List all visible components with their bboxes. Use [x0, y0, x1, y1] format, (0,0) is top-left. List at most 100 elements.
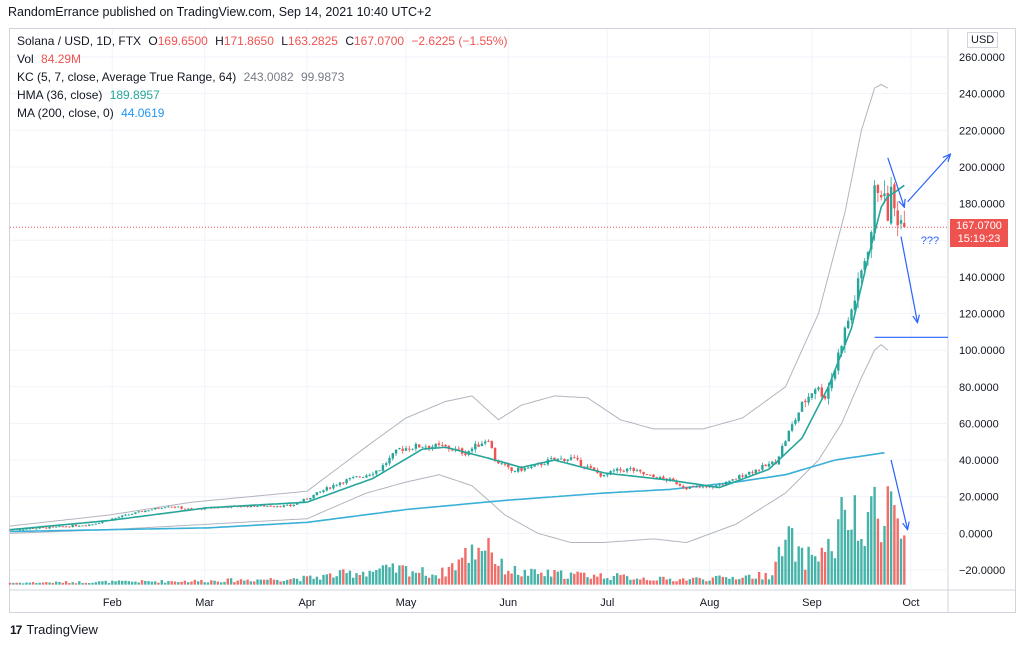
volume-bar — [71, 582, 74, 585]
candle-body — [464, 453, 467, 456]
kc-upper-band — [9, 83, 889, 527]
volume-bar — [497, 565, 500, 585]
tradingview-logo: 17 — [10, 622, 22, 637]
volume-bar — [200, 580, 203, 585]
candle-body — [411, 448, 414, 450]
legend-ma-value: 44.0619 — [121, 106, 165, 120]
volume-bar — [800, 547, 804, 585]
volume-bar — [345, 573, 348, 585]
candle-body — [414, 443, 418, 449]
candle-body — [559, 458, 563, 460]
candle-body — [698, 486, 701, 488]
candle-body — [25, 528, 28, 530]
legend-vol-row[interactable]: Vol 84.29M — [17, 50, 507, 68]
currency-button[interactable]: USD — [967, 32, 999, 48]
volume-bar — [487, 538, 490, 585]
candle-body — [124, 514, 127, 516]
volume-bar — [602, 578, 606, 585]
volume-bar — [282, 581, 286, 585]
candle-body — [309, 497, 312, 500]
candle-body — [599, 472, 602, 477]
candle-body — [282, 505, 286, 507]
candle-body — [652, 474, 655, 478]
volume-bar — [78, 581, 81, 585]
candle-body — [625, 468, 629, 472]
volume-bar — [437, 578, 441, 585]
candle-body — [550, 458, 553, 460]
candle-body — [441, 445, 444, 446]
candle-body — [767, 463, 771, 467]
legend-ma-label: MA (200, close, 0) — [17, 106, 114, 120]
candle-body — [744, 474, 748, 477]
candle-body — [701, 486, 705, 488]
candle-body — [619, 469, 622, 471]
volume-bar — [807, 546, 810, 585]
legend-kc-row[interactable]: KC (5, 7, close, Average True Range, 64)… — [17, 68, 507, 86]
candle-body — [639, 469, 642, 472]
legend-symbol[interactable]: Solana / USD, 1D, FTX — [17, 34, 142, 48]
volume-bar — [94, 582, 97, 585]
volume-bar — [97, 581, 101, 585]
hma-36-line — [9, 184, 905, 531]
volume-bar — [203, 582, 206, 585]
candle-body — [187, 508, 190, 510]
candle-body — [840, 345, 843, 354]
candle-body — [804, 400, 807, 403]
volume-bar — [632, 579, 635, 585]
volume-bar — [688, 579, 691, 585]
candle-body — [817, 387, 820, 390]
gridlines — [10, 29, 1015, 613]
volume-bar — [134, 581, 137, 585]
candle-body — [830, 379, 833, 389]
candle-body — [170, 506, 173, 508]
trend-arrow — [887, 157, 905, 207]
volume-bar — [523, 569, 526, 585]
volume-bar — [870, 496, 873, 585]
candle-body — [487, 441, 490, 442]
volume-bar — [223, 581, 226, 585]
candle-body — [371, 473, 375, 475]
volume-bar — [88, 583, 91, 585]
volume-bar — [361, 571, 365, 585]
volume-bar — [319, 579, 322, 585]
volume-bar — [503, 574, 507, 585]
volume-bar — [903, 535, 906, 585]
candle-body — [889, 186, 893, 224]
candle-body — [180, 506, 183, 509]
candle-body — [500, 463, 503, 465]
volume-bar — [685, 580, 688, 585]
legend-hma-row[interactable]: HMA (36, close) 189.8957 — [17, 86, 507, 104]
candle-body — [764, 464, 767, 467]
chart-frame[interactable] — [9, 28, 1016, 613]
candle-body — [177, 506, 180, 508]
volume-bar — [513, 565, 517, 585]
candle-body — [649, 474, 652, 476]
volume-bar — [312, 578, 315, 585]
candle-body — [68, 526, 71, 528]
volume-bar — [418, 572, 421, 585]
volume-bar — [876, 518, 880, 585]
candle-body — [886, 192, 889, 221]
candle-body — [718, 484, 721, 486]
volume-bar — [599, 573, 602, 585]
volume-bar — [299, 581, 302, 585]
volume-bar — [563, 578, 566, 585]
legend-ma-row[interactable]: MA (200, close, 0) 44.0619 — [17, 104, 507, 122]
volume-bar — [899, 538, 903, 585]
volume-bar — [616, 573, 619, 585]
candle-body — [622, 470, 625, 472]
volume-bar — [678, 579, 682, 585]
candle-body — [503, 463, 507, 465]
volume-bar — [724, 577, 728, 585]
volume-bar — [394, 572, 398, 585]
price-tick-label: 20.0000 — [959, 492, 999, 504]
candle-body — [728, 480, 731, 482]
hma-line — [9, 184, 905, 531]
candle-body — [724, 481, 728, 486]
volume-bar — [860, 538, 863, 585]
volume-bar — [266, 579, 269, 585]
volume-bar — [411, 571, 414, 585]
footer-branding[interactable]: 17 TradingView — [10, 622, 98, 637]
candle-body — [157, 507, 160, 509]
